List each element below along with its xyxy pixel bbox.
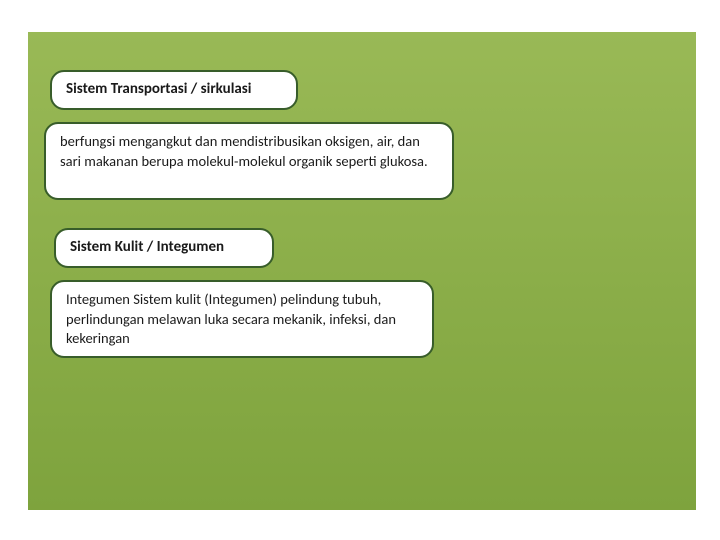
slide-panel: Sistem Transportasi / sirkulasi berfungs…	[28, 32, 696, 510]
section-title-integumen: Sistem Kulit / Integumen	[54, 228, 274, 268]
section-desc-transportasi: berfungsi mengangkut dan mendistribusika…	[44, 122, 454, 200]
section-desc-integumen: Integumen Sistem kulit (Integumen) pelin…	[50, 280, 434, 358]
section-title-transportasi: Sistem Transportasi / sirkulasi	[50, 70, 298, 110]
